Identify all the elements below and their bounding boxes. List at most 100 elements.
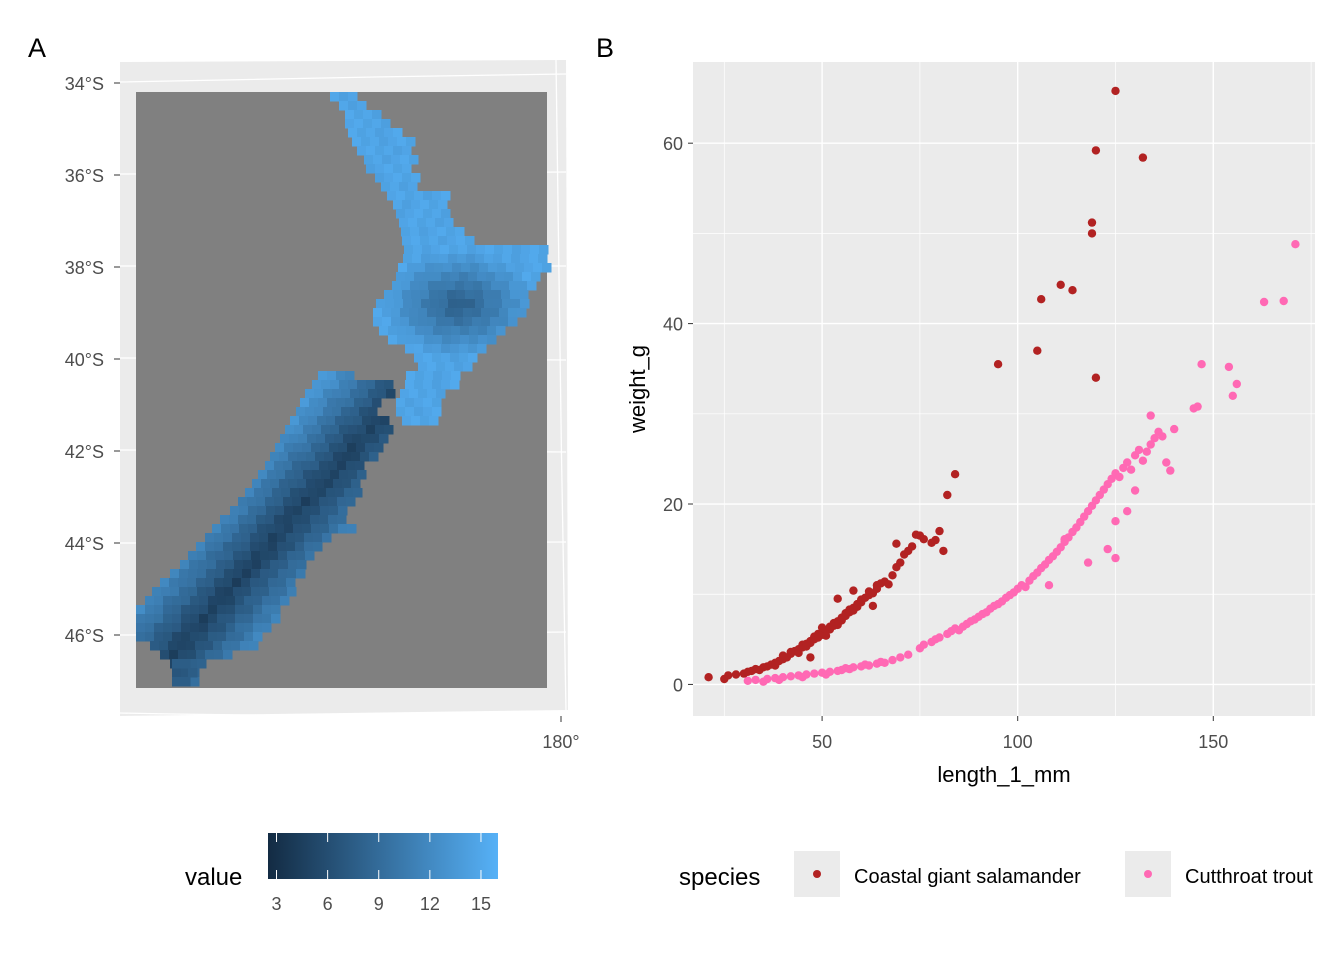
raster-cell bbox=[253, 605, 263, 615]
raster-cell bbox=[433, 335, 443, 345]
salamander-point bbox=[935, 526, 944, 536]
raster-cell bbox=[226, 632, 236, 642]
raster-cell bbox=[253, 614, 263, 624]
raster-cell bbox=[258, 470, 268, 480]
raster-cell bbox=[305, 551, 315, 561]
raster-cell bbox=[524, 263, 534, 273]
raster-cell bbox=[382, 155, 392, 165]
raster-cell bbox=[410, 227, 420, 237]
raster-cell bbox=[420, 200, 430, 210]
salamander-point bbox=[1068, 286, 1077, 295]
raster-cell bbox=[265, 461, 275, 471]
raster-cell bbox=[317, 488, 327, 498]
raster-cell bbox=[520, 299, 530, 309]
raster-cell bbox=[384, 380, 394, 390]
raster-cell bbox=[287, 587, 297, 597]
raster-cell bbox=[457, 299, 467, 309]
raster-cell bbox=[427, 389, 437, 399]
raster-cell bbox=[509, 281, 519, 291]
raster-cell bbox=[441, 344, 451, 354]
y-axis-title: weight_g bbox=[625, 345, 650, 434]
salamander-point bbox=[1111, 86, 1120, 96]
raster-cell bbox=[350, 407, 360, 417]
raster-cell bbox=[484, 254, 494, 264]
raster-cell bbox=[446, 227, 456, 237]
raster-cell bbox=[476, 245, 486, 255]
raster-cell bbox=[235, 623, 245, 633]
raster-cell bbox=[465, 236, 475, 246]
raster-cell bbox=[513, 272, 523, 282]
raster-cell bbox=[351, 479, 361, 489]
y-tick-label: 60 bbox=[663, 134, 683, 154]
raster-cell bbox=[488, 263, 498, 273]
raster-cell bbox=[357, 146, 367, 156]
raster-cell bbox=[441, 272, 451, 282]
raster-cell bbox=[172, 632, 182, 642]
raster-cell bbox=[240, 641, 250, 651]
raster-cell bbox=[405, 398, 415, 408]
raster-cell bbox=[423, 380, 433, 390]
raster-cell bbox=[405, 344, 415, 354]
raster-cell bbox=[283, 461, 293, 471]
raster-cell bbox=[372, 119, 382, 129]
raster-cell bbox=[342, 452, 352, 462]
raster-cell bbox=[391, 317, 401, 327]
raster-cell bbox=[341, 407, 351, 417]
raster-cell bbox=[168, 641, 178, 651]
raster-cell bbox=[239, 506, 249, 516]
colorbar-legend: value 3 6 9 12 15 bbox=[185, 833, 498, 914]
legend-key-salamander bbox=[813, 870, 821, 878]
trout-point bbox=[1142, 447, 1152, 456]
raster-cell bbox=[455, 227, 465, 237]
raster-cell bbox=[415, 371, 425, 381]
raster-cell bbox=[379, 434, 389, 444]
trout-point bbox=[904, 650, 913, 659]
raster-cell bbox=[356, 443, 366, 453]
raster-cell bbox=[423, 272, 433, 282]
raster-cell bbox=[297, 560, 307, 570]
raster-cell bbox=[433, 371, 443, 381]
raster-cell bbox=[393, 146, 403, 156]
raster-cell bbox=[437, 227, 447, 237]
lat-tick-label: 46°S bbox=[65, 626, 104, 646]
raster-cell bbox=[432, 380, 442, 390]
raster-cell bbox=[199, 614, 209, 624]
raster-cell bbox=[414, 191, 424, 201]
raster-cell bbox=[275, 506, 285, 516]
trout-point bbox=[1170, 424, 1179, 434]
raster-cell bbox=[226, 596, 236, 606]
raster-cell bbox=[314, 389, 324, 399]
raster-cell bbox=[197, 569, 207, 579]
raster-cell bbox=[259, 533, 269, 543]
raster-cell bbox=[352, 137, 362, 147]
raster-cell bbox=[384, 173, 394, 183]
raster-cell bbox=[445, 317, 455, 327]
scatter-grid bbox=[693, 62, 1315, 716]
raster-cell bbox=[302, 443, 312, 453]
trout-point bbox=[1162, 458, 1171, 467]
raster-cell bbox=[298, 434, 308, 444]
raster-cell bbox=[262, 614, 272, 624]
raster-cell bbox=[405, 380, 415, 390]
raster-cell bbox=[467, 245, 477, 255]
trout-point bbox=[1126, 465, 1136, 474]
raster-cell bbox=[418, 362, 428, 372]
raster-cell bbox=[390, 182, 400, 192]
raster-cell bbox=[248, 524, 258, 534]
raster-cell bbox=[145, 632, 155, 642]
raster-cell bbox=[187, 578, 197, 588]
raster-cell bbox=[318, 371, 328, 381]
raster-cell bbox=[375, 425, 385, 435]
x-axis-title: length_1_mm bbox=[937, 762, 1070, 787]
raster-cell bbox=[361, 137, 371, 147]
raster-cell bbox=[478, 326, 488, 336]
raster-cell bbox=[271, 596, 281, 606]
raster-cell bbox=[276, 470, 286, 480]
raster-cell bbox=[485, 245, 495, 255]
raster-cell bbox=[353, 416, 363, 426]
raster-cell bbox=[145, 605, 155, 615]
raster-cell bbox=[145, 614, 155, 624]
raster-cell bbox=[196, 650, 206, 660]
raster-cell bbox=[241, 533, 251, 543]
raster-cell bbox=[230, 506, 240, 516]
